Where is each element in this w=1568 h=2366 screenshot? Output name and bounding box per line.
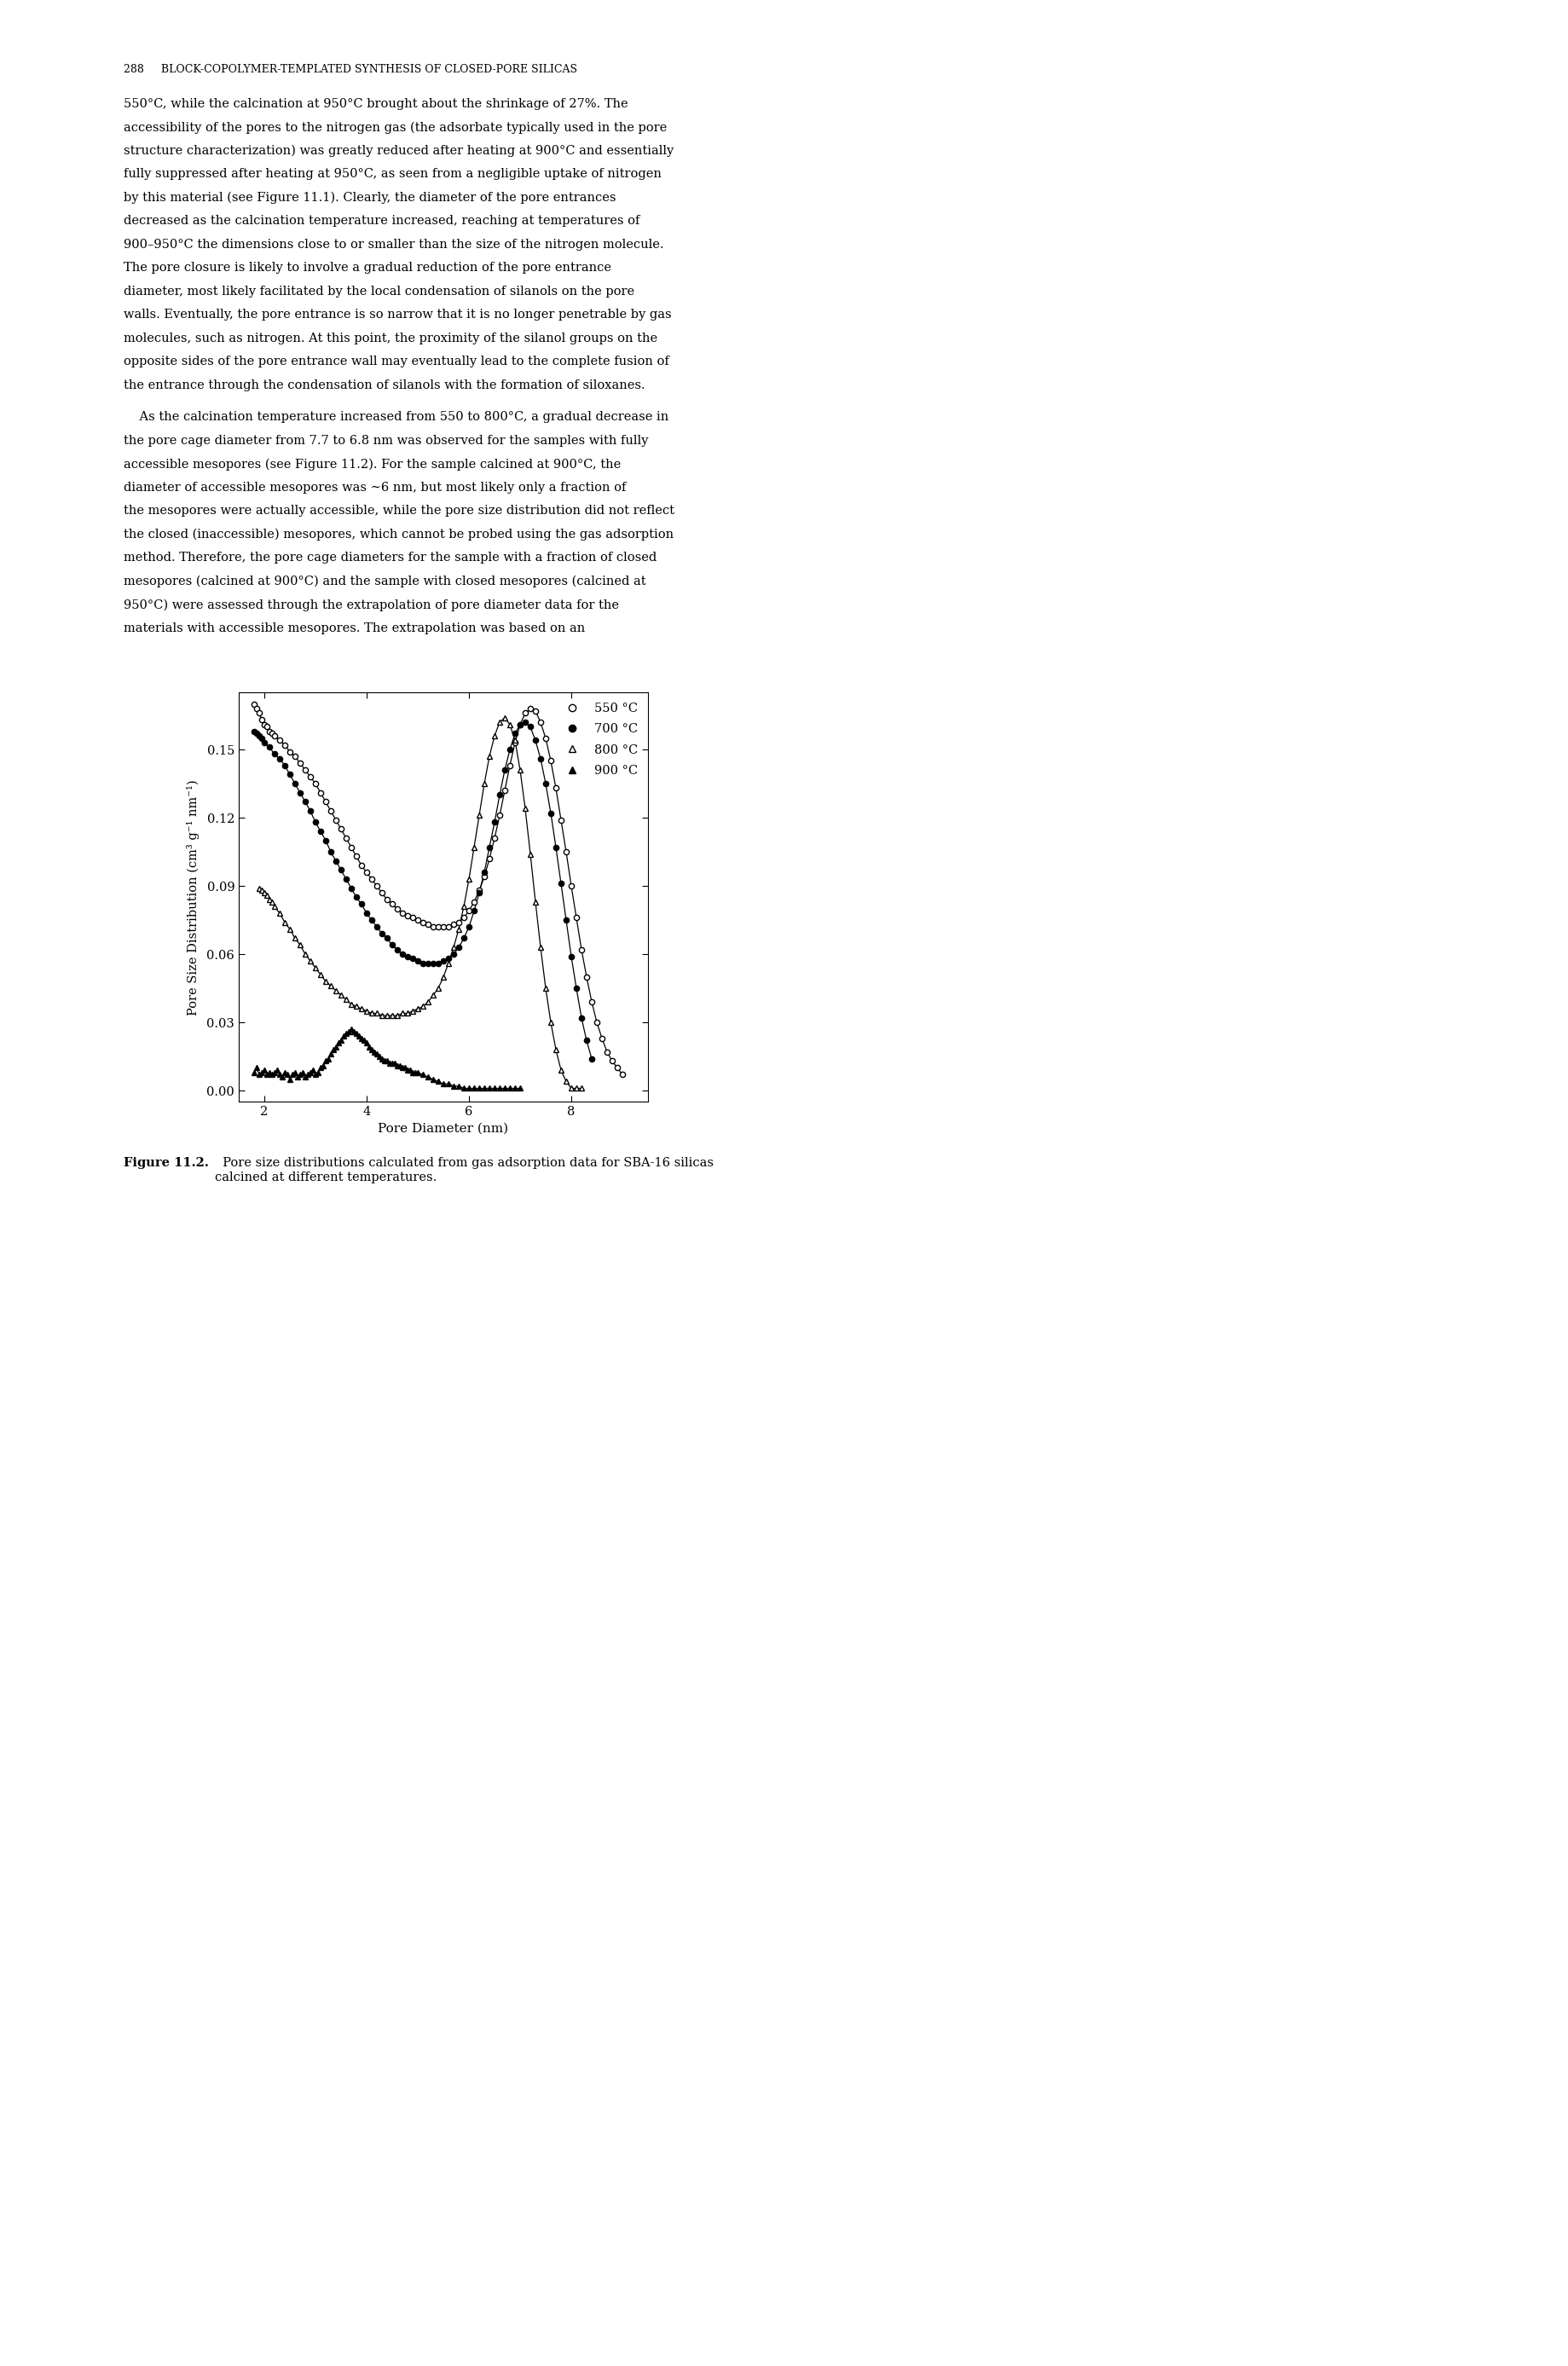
Text: accessible mesopores (see Figure 11.2). For the sample calcined at 900°C, the: accessible mesopores (see Figure 11.2). … xyxy=(124,459,621,471)
Y-axis label: Pore Size Distribution (cm³ g⁻¹ nm⁻¹): Pore Size Distribution (cm³ g⁻¹ nm⁻¹) xyxy=(187,778,199,1015)
X-axis label: Pore Diameter (nm): Pore Diameter (nm) xyxy=(378,1124,508,1136)
Text: diameter, most likely facilitated by the local condensation of silanols on the p: diameter, most likely facilitated by the… xyxy=(124,286,635,298)
Text: structure characterization) was greatly reduced after heating at 900°C and essen: structure characterization) was greatly … xyxy=(124,144,674,156)
Text: 288     BLOCK-COPOLYMER-TEMPLATED SYNTHESIS OF CLOSED-PORE SILICAS: 288 BLOCK-COPOLYMER-TEMPLATED SYNTHESIS … xyxy=(124,64,577,76)
Text: diameter of accessible mesopores was ∼6 nm, but most likely only a fraction of: diameter of accessible mesopores was ∼6 … xyxy=(124,483,626,494)
Text: molecules, such as nitrogen. At this point, the proximity of the silanol groups : molecules, such as nitrogen. At this poi… xyxy=(124,334,657,345)
Text: Pore size distributions calculated from gas adsorption data for SBA-16 silicas
c: Pore size distributions calculated from … xyxy=(215,1157,713,1183)
Text: the pore cage diameter from 7.7 to 6.8 nm was observed for the samples with full: the pore cage diameter from 7.7 to 6.8 n… xyxy=(124,435,648,447)
Text: by this material (see Figure 11.1). Clearly, the diameter of the pore entrances: by this material (see Figure 11.1). Clea… xyxy=(124,192,616,203)
Text: decreased as the calcination temperature increased, reaching at temperatures of: decreased as the calcination temperature… xyxy=(124,215,640,227)
Text: walls. Eventually, the pore entrance is so narrow that it is no longer penetrabl: walls. Eventually, the pore entrance is … xyxy=(124,310,671,322)
Text: the mesopores were actually accessible, while the pore size distribution did not: the mesopores were actually accessible, … xyxy=(124,506,674,518)
Text: 550°C, while the calcination at 950°C brought about the shrinkage of 27%. The: 550°C, while the calcination at 950°C br… xyxy=(124,97,629,109)
Text: fully suppressed after heating at 950°C, as seen from a negligible uptake of nit: fully suppressed after heating at 950°C,… xyxy=(124,168,662,180)
Text: 950°C) were assessed through the extrapolation of pore diameter data for the: 950°C) were assessed through the extrapo… xyxy=(124,599,619,610)
Text: Figure 11.2.: Figure 11.2. xyxy=(124,1157,209,1169)
Text: the closed (inaccessible) mesopores, which cannot be probed using the gas adsorp: the closed (inaccessible) mesopores, whi… xyxy=(124,528,674,542)
Legend: 550 °C, 700 °C, 800 °C, 900 °C: 550 °C, 700 °C, 800 °C, 900 °C xyxy=(555,698,641,781)
Text: method. Therefore, the pore cage diameters for the sample with a fraction of clo: method. Therefore, the pore cage diamete… xyxy=(124,551,657,563)
Text: opposite sides of the pore entrance wall may eventually lead to the complete fus: opposite sides of the pore entrance wall… xyxy=(124,355,670,367)
Text: As the calcination temperature increased from 550 to 800°C, a gradual decrease i: As the calcination temperature increased… xyxy=(124,412,668,424)
Text: mesopores (calcined at 900°C) and the sample with closed mesopores (calcined at: mesopores (calcined at 900°C) and the sa… xyxy=(124,575,646,587)
Text: the entrance through the condensation of silanols with the formation of siloxane: the entrance through the condensation of… xyxy=(124,379,644,390)
Text: The pore closure is likely to involve a gradual reduction of the pore entrance: The pore closure is likely to involve a … xyxy=(124,263,612,274)
Text: materials with accessible mesopores. The extrapolation was based on an: materials with accessible mesopores. The… xyxy=(124,622,585,634)
Text: accessibility of the pores to the nitrogen gas (the adsorbate typically used in : accessibility of the pores to the nitrog… xyxy=(124,121,666,135)
Text: 900–950°C the dimensions close to or smaller than the size of the nitrogen molec: 900–950°C the dimensions close to or sma… xyxy=(124,239,663,251)
